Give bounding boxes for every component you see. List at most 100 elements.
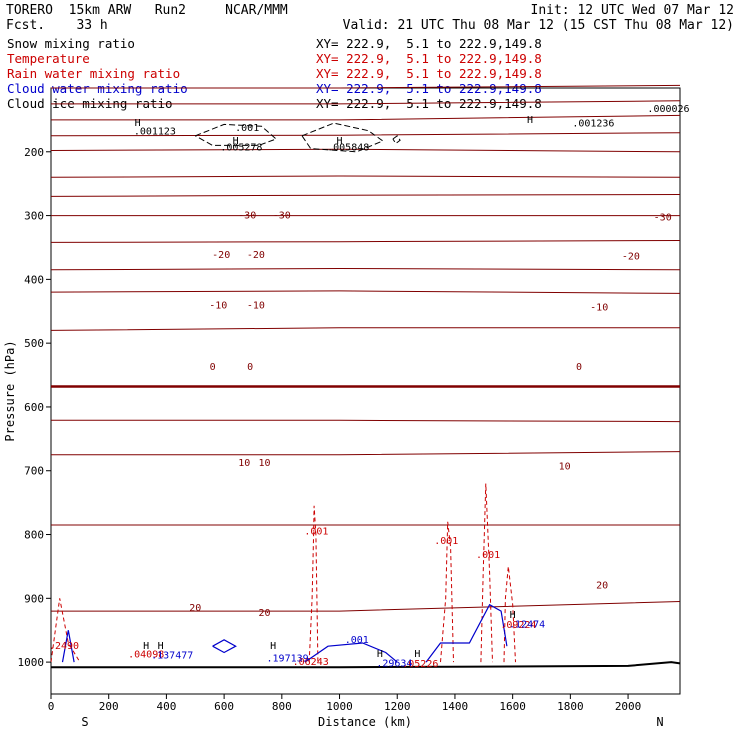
isotherm-label: -30 — [654, 213, 672, 224]
x-tick-label: 2000 — [615, 700, 642, 713]
isotherm-line — [50, 175, 681, 178]
isotherm-label: 0 — [247, 362, 253, 373]
x-axis-label: Distance (km) — [318, 715, 412, 729]
x-tick-label: 600 — [214, 700, 234, 713]
isotherm-label: 0 — [576, 362, 582, 373]
cloud-water-contour — [61, 630, 75, 663]
isotherm-label: -10 — [590, 302, 608, 313]
endpoint-south: S — [81, 715, 88, 729]
cloud-water-contour — [425, 603, 508, 663]
y-tick-label: 400 — [24, 273, 44, 286]
cloud-water-label: .197139 — [267, 653, 309, 664]
snow-label: .000026 — [647, 104, 689, 115]
y-tick-label: 600 — [24, 401, 44, 414]
isotherm-line — [51, 451, 681, 456]
isotherm-line — [50, 194, 681, 197]
isotherm-label: -20 — [247, 250, 265, 261]
isotherm-line — [51, 100, 681, 105]
isotherm-line — [51, 84, 681, 89]
high-marker: H — [135, 118, 141, 129]
y-tick-label: 800 — [24, 529, 44, 542]
snow-label: .001236 — [572, 119, 614, 130]
x-tick-label: 200 — [99, 700, 119, 713]
legend-snow-xy: XY= 222.9, 5.1 to 222.9,149.8 — [316, 36, 542, 51]
rain-label: .09224 — [500, 620, 536, 631]
isotherm-line — [50, 267, 681, 271]
isotherm-label: 20 — [258, 608, 270, 619]
terrain-line — [51, 661, 681, 669]
high-marker: H — [158, 641, 164, 652]
rain-label: .001 — [476, 550, 500, 561]
x-tick-label: 0 — [48, 700, 55, 713]
forecast-hour: Fcst. 33 h — [6, 18, 108, 33]
high-marker: H — [510, 610, 516, 621]
legend-snow-label: Snow mixing ratio — [7, 36, 135, 51]
isotherm-label: 20 — [189, 603, 201, 614]
cloud-water-label: .29634 — [376, 658, 412, 669]
isotherm-label: 10 — [238, 458, 250, 469]
high-marker: H — [270, 641, 276, 652]
high-marker: H — [336, 136, 342, 147]
cloud-water-contour — [304, 642, 398, 663]
high-marker: H — [143, 641, 149, 652]
isotherm-line — [50, 327, 680, 331]
cloud-water-label: .137477 — [151, 651, 193, 662]
snow-contour — [392, 135, 401, 145]
isotherm-label: -20 — [622, 251, 640, 262]
high-marker: H — [527, 115, 533, 126]
isotherm-line — [51, 114, 681, 121]
rain-label: .001 — [304, 526, 328, 537]
init-time: Init: 12 UTC Wed 07 Mar 12 — [530, 3, 735, 18]
isotherm-label: 10 — [559, 461, 571, 472]
cloud-water-contour — [212, 639, 237, 654]
x-tick-label: 400 — [156, 700, 176, 713]
y-tick-label: 500 — [24, 337, 44, 350]
rain-label: .05226 — [402, 659, 438, 670]
isotherm-label: 20 — [596, 581, 608, 592]
snow-label: .001 — [235, 123, 259, 134]
rain-contour — [480, 483, 493, 663]
snow-label: .005848 — [327, 142, 369, 153]
rain-label: .06243 — [293, 657, 329, 668]
rain-contour — [503, 566, 516, 663]
high-marker: H — [414, 649, 420, 660]
x-tick-label: 1200 — [384, 700, 411, 713]
isotherm-line — [50, 290, 681, 294]
y-tick-label: 1000 — [18, 656, 45, 669]
x-tick-label: 1000 — [326, 700, 353, 713]
rain-label: .2490 — [49, 641, 79, 652]
cloud-water-label: .001 — [345, 635, 369, 646]
isotherm-line — [50, 148, 681, 153]
x-tick-label: 1400 — [442, 700, 469, 713]
model-title: TORERO 15km ARW Run2 NCAR/MMM — [6, 3, 288, 18]
y-tick-label: 200 — [24, 146, 44, 159]
snow-label: .001123 — [134, 126, 176, 137]
plot-frame — [50, 87, 681, 695]
y-tick-label: 300 — [24, 210, 44, 223]
isotherm-label: -30 — [238, 211, 256, 222]
isotherm-label: 0 — [210, 362, 216, 373]
legend-rain-xy: XY= 222.9, 5.1 to 222.9,149.8 — [316, 66, 542, 81]
isotherm-line — [51, 601, 681, 612]
y-tick-label: 900 — [24, 592, 44, 605]
rain-label: .04098 — [128, 650, 164, 661]
valid-time: Valid: 21 UTC Thu 08 Mar 12 (15 CST Thu … — [342, 18, 734, 33]
legend-temperature-label: Temperature — [7, 51, 90, 66]
x-tick-label: 800 — [272, 700, 292, 713]
rain-contour — [308, 505, 319, 663]
cloud-water-label: .12474 — [509, 620, 545, 631]
isotherm-label: 10 — [258, 458, 270, 469]
y-axis-label: Pressure (hPa) — [3, 340, 17, 441]
isotherm-label: -10 — [247, 301, 265, 312]
isotherm-label: -30 — [273, 211, 291, 222]
rain-contour — [50, 598, 81, 663]
endpoint-north: N — [656, 715, 663, 729]
isotherm-line — [50, 132, 681, 137]
high-marker: H — [377, 649, 383, 660]
rain-label: .001 — [434, 536, 458, 547]
x-tick-label: 1800 — [557, 700, 584, 713]
legend-temperature-xy: XY= 222.9, 5.1 to 222.9,149.8 — [316, 51, 542, 66]
rain-contour — [440, 521, 454, 663]
isotherm-label: -10 — [209, 301, 227, 312]
